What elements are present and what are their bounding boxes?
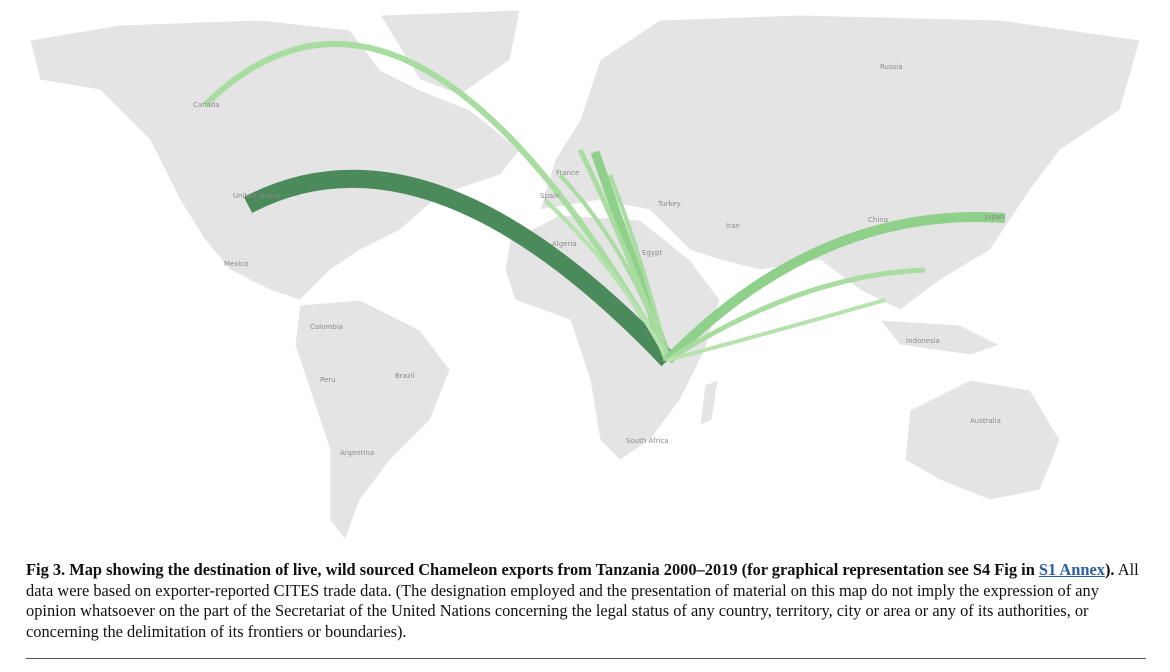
flow-japan	[664, 212, 1006, 364]
country-label: South Africa	[626, 437, 669, 445]
country-labels: Canada United States Mexico Colombia Peru Bra…	[193, 63, 1005, 457]
africa	[504, 214, 721, 461]
flow-europe	[608, 174, 670, 361]
caption: Fig 3. Map showing the destination of li…	[26, 560, 1146, 642]
country-label: Japan	[984, 213, 1005, 221]
north-america	[29, 19, 521, 301]
flow-us	[243, 169, 675, 367]
greenland	[379, 9, 521, 96]
country-label: China	[868, 216, 888, 224]
flow-europe	[558, 173, 670, 361]
country-label: Egypt	[642, 249, 662, 257]
flows	[202, 40, 1006, 367]
flow-europe	[543, 198, 670, 361]
south-america	[294, 299, 451, 542]
map: Canada United States Mexico Colombia Peru Bra…	[29, 9, 1141, 542]
country-label: United States	[233, 192, 281, 200]
flow-asia	[667, 298, 886, 362]
caption-title: Map showing the destination of live, wil…	[69, 560, 1039, 579]
rule	[26, 658, 1146, 659]
country-label: Indonesia	[906, 337, 940, 345]
flow-china	[666, 267, 926, 363]
caption-title-end: ).	[1104, 560, 1115, 579]
indonesia	[878, 319, 1002, 356]
caption-body: All data were based on exporter-reported…	[26, 560, 1139, 641]
country-label: France	[556, 169, 579, 177]
country-label: Colombia	[310, 323, 343, 331]
country-label: Brazil	[395, 372, 415, 380]
figure-label: Fig 3.	[26, 560, 66, 579]
flow-canada	[202, 40, 671, 362]
annex-link[interactable]: S1 Annex	[1038, 560, 1105, 579]
australia	[904, 379, 1061, 501]
madagascar	[699, 379, 719, 426]
country-label: Canada	[193, 101, 220, 109]
country-label: Australia	[970, 417, 1001, 425]
country-label: Argentina	[340, 449, 374, 457]
country-label: Algeria	[552, 240, 577, 248]
eurasia	[539, 14, 1141, 311]
country-label: Iran	[726, 222, 740, 230]
country-label: Turkey	[657, 200, 681, 208]
land	[29, 9, 1141, 542]
country-label: Spain	[540, 192, 560, 200]
country-label: Peru	[320, 376, 336, 384]
country-label: Mexico	[224, 260, 248, 268]
country-label: Russia	[880, 63, 903, 71]
